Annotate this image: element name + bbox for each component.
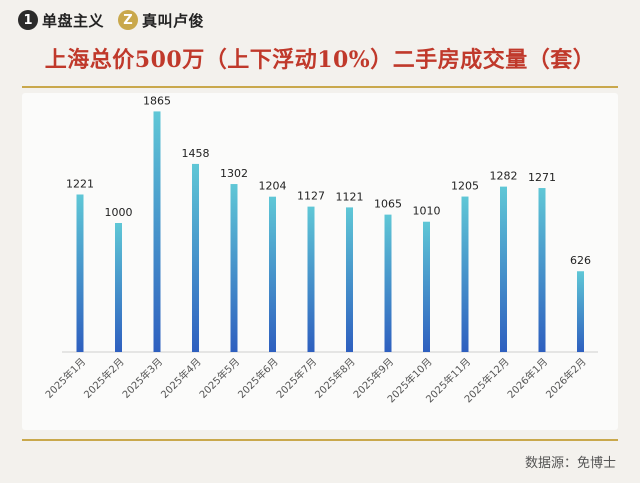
logo-danpanzhuyi: 1 单盘主义 bbox=[18, 8, 104, 32]
x-tick-label-14: 2026年2月 bbox=[543, 355, 589, 401]
x-tick-label-4: 2025年4月 bbox=[158, 355, 204, 401]
x-tick-label-2: 2025年2月 bbox=[81, 355, 127, 401]
bar-9 bbox=[384, 214, 392, 352]
data-label-14: 626 bbox=[570, 254, 591, 267]
x-tick-label-7: 2025年7月 bbox=[273, 355, 319, 401]
data-label-10: 1010 bbox=[413, 205, 441, 218]
data-label-5: 1302 bbox=[220, 167, 248, 180]
bar-3 bbox=[153, 111, 161, 352]
data-label-12: 1282 bbox=[490, 170, 518, 183]
logo2-mark-icon: Z bbox=[118, 10, 138, 30]
logo1-text: 单盘主义 bbox=[42, 11, 105, 30]
bar-8 bbox=[346, 207, 353, 352]
data-source: 数据源：免博士 bbox=[524, 456, 616, 471]
bar-12 bbox=[500, 186, 507, 352]
x-tick-label-13: 2026年1月 bbox=[504, 355, 550, 401]
data-label-7: 1127 bbox=[297, 190, 325, 203]
x-tick-label-5: 2025年5月 bbox=[196, 355, 242, 401]
header: 1 单盘主义 Z 真叫卢俊 bbox=[0, 0, 640, 40]
bar-1 bbox=[76, 194, 84, 352]
data-label-9: 1065 bbox=[374, 198, 402, 211]
data-label-4: 1458 bbox=[182, 147, 210, 160]
footer-divider bbox=[22, 439, 618, 441]
title-divider bbox=[22, 86, 618, 88]
data-label-1: 1221 bbox=[66, 177, 94, 190]
x-tick-label-6: 2025年6月 bbox=[235, 355, 281, 401]
x-tick-label-1: 2025年1月 bbox=[42, 355, 88, 401]
x-tick-label-8: 2025年8月 bbox=[312, 355, 358, 401]
bar-11 bbox=[461, 196, 469, 352]
bar-6 bbox=[269, 196, 276, 352]
logo2-text: 真叫卢俊 bbox=[142, 11, 205, 30]
bar-7 bbox=[307, 206, 315, 352]
logo-zhenjiao-lujun: Z 真叫卢俊 bbox=[118, 8, 204, 32]
bar-10 bbox=[423, 221, 430, 352]
data-label-6: 1204 bbox=[259, 180, 287, 193]
data-label-3: 1865 bbox=[143, 94, 171, 107]
bar-2 bbox=[115, 223, 122, 352]
bar-5 bbox=[230, 184, 238, 352]
bar-13 bbox=[538, 188, 546, 352]
data-label-13: 1271 bbox=[528, 171, 556, 184]
chart-title: 上海总价500万（上下浮动10%）二手房成交量（套） bbox=[44, 47, 596, 73]
data-label-8: 1121 bbox=[336, 190, 364, 203]
x-tick-label-3: 2025年3月 bbox=[119, 355, 165, 401]
data-label-2: 1000 bbox=[105, 206, 133, 219]
logo1-mark-icon: 1 bbox=[18, 10, 38, 30]
bar-14 bbox=[577, 271, 584, 352]
data-label-11: 1205 bbox=[451, 180, 479, 193]
bar-4 bbox=[192, 163, 199, 352]
